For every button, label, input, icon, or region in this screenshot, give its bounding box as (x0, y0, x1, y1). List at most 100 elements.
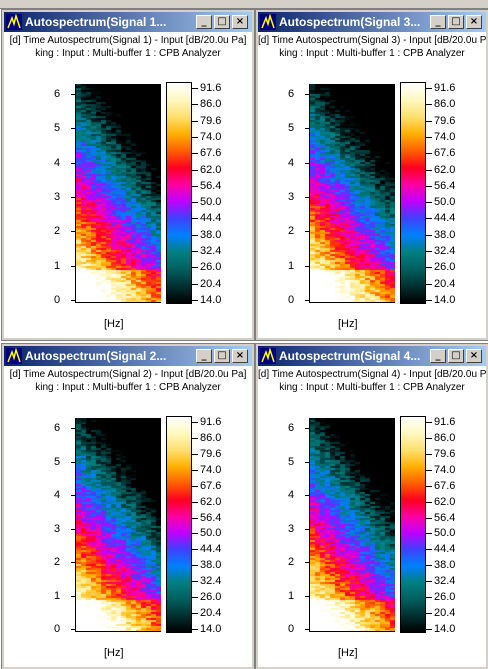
spectrum-window-4[interactable]: Autospectrum(Signal 4... _ □ × [d] Time Auto… (255, 343, 488, 669)
plot-area[interactable]: [d] Time Autospectrum(Signal 4) - Input … (258, 366, 486, 667)
y-tick (305, 629, 309, 630)
x-axis-line (309, 631, 395, 632)
window-controls: _ □ × (430, 15, 486, 29)
colorbar-label: 38.0 (434, 559, 456, 572)
plot-area[interactable]: [d] Time Autospectrum(Signal 2) - Input … (4, 366, 252, 667)
spectrogram-image[interactable] (76, 84, 161, 302)
y-tick-label: 3 (54, 522, 61, 535)
colorbar-tick (192, 153, 198, 155)
plot-area[interactable]: [d] Time Autospectrum(Signal 1) - Input … (4, 32, 252, 338)
close-button[interactable]: × (466, 15, 482, 29)
x-axis-unit-label: [Hz] (104, 647, 124, 659)
colorbar-label: 20.4 (200, 277, 222, 290)
colorbar-tick (192, 169, 198, 171)
window-controls: _ □ × (430, 349, 486, 363)
spectrum-window-2[interactable]: Autospectrum(Signal 3... _ □ × [d] Time Auto… (255, 9, 488, 341)
y-tick (71, 562, 75, 563)
maximize-button[interactable]: □ (214, 349, 230, 363)
window-titlebar[interactable]: Autospectrum(Signal 1... _ □ × (4, 12, 252, 32)
colorbar-label: 44.4 (434, 543, 456, 556)
plot-header-title: [d] Time Autospectrum(Signal 2) - Input … (9, 369, 247, 380)
close-button[interactable]: × (232, 349, 248, 363)
colorbar-tick (192, 104, 198, 106)
window-title: Autospectrum(Signal 3... (279, 15, 421, 29)
x-axis-line (309, 302, 395, 303)
colorbar-label: 91.6 (200, 82, 222, 94)
y-axis-line (75, 418, 76, 631)
colorbar-label: 86.0 (200, 431, 222, 444)
y-tick (71, 595, 75, 597)
colorbar-tick (426, 597, 432, 599)
spectrogram-image[interactable] (310, 418, 395, 631)
colorbar-label: 86.0 (434, 98, 456, 111)
colorbar-tick (426, 501, 432, 503)
spectrum-app-icon (6, 13, 22, 30)
colorbar-tick (192, 629, 198, 630)
maximize-button[interactable]: □ (448, 15, 464, 29)
colorbar-tick (192, 565, 198, 567)
maximize-button[interactable]: □ (448, 349, 464, 363)
colorbar-tick (192, 501, 198, 503)
y-tick-label: 1 (54, 589, 61, 602)
spectrogram-image[interactable] (310, 84, 395, 302)
close-button[interactable]: × (466, 349, 482, 363)
spectrum-app-icon (260, 13, 276, 30)
y-tick (71, 197, 75, 198)
y-tick (305, 495, 309, 496)
spectrum-app-icon (260, 347, 276, 364)
colorbar-tick (426, 88, 432, 89)
plot-header-source: king : Input : Multi-buffer 1 : CPB Anal… (279, 48, 465, 59)
colorbar-tick (192, 185, 198, 187)
plot-header-source: king : Input : Multi-buffer 1 : CPB Anal… (279, 382, 465, 393)
y-tick (71, 495, 75, 496)
y-tick (305, 265, 309, 267)
window-controls: _ □ × (196, 15, 252, 29)
colorbar-label: 14.0 (434, 623, 456, 635)
colorbar (400, 82, 426, 304)
minimize-button[interactable]: _ (196, 15, 212, 29)
colorbar-label: 32.4 (200, 575, 222, 588)
spectrogram-image[interactable] (76, 418, 161, 631)
spectrum-window-1[interactable]: Autospectrum(Signal 1... _ □ × [d] Time Auto… (1, 9, 255, 341)
colorbar-label: 44.4 (434, 212, 456, 225)
y-tick (305, 528, 309, 530)
colorbar-label: 91.6 (200, 416, 222, 428)
colorbar-label: 50.0 (434, 196, 456, 209)
colorbar-tick (426, 629, 432, 630)
plot-header-source: king : Input : Multi-buffer 1 : CPB Anal… (35, 382, 221, 393)
colorbar-tick (192, 267, 198, 269)
y-tick-label: 5 (54, 455, 61, 468)
y-axis-line (75, 84, 76, 302)
y-tick (71, 629, 75, 630)
y-tick (305, 128, 309, 130)
colorbar-label: 74.0 (434, 130, 456, 143)
window-title: Autospectrum(Signal 1... (25, 15, 167, 29)
colorbar-label: 26.0 (434, 591, 456, 604)
minimize-button[interactable]: _ (430, 349, 446, 363)
colorbar-label: 56.4 (434, 511, 456, 524)
colorbar-label: 67.6 (200, 147, 222, 160)
colorbar (166, 82, 192, 304)
colorbar-label: 79.6 (434, 447, 456, 460)
minimize-button[interactable]: _ (430, 15, 446, 29)
colorbar (400, 416, 426, 633)
colorbar-tick (426, 453, 432, 455)
window-titlebar[interactable]: Autospectrum(Signal 4... _ □ × (258, 346, 486, 366)
spectrum-app-icon (6, 347, 22, 364)
colorbar-tick (426, 613, 432, 615)
spectrum-window-3[interactable]: Autospectrum(Signal 2... _ □ × [d] Time Auto… (1, 343, 255, 669)
close-button[interactable]: × (232, 15, 248, 29)
y-tick (305, 428, 309, 429)
plot-area[interactable]: [d] Time Autospectrum(Signal 3) - Input … (258, 32, 486, 338)
window-titlebar[interactable]: Autospectrum(Signal 2... _ □ × (4, 346, 252, 366)
window-titlebar[interactable]: Autospectrum(Signal 3... _ □ × (258, 12, 486, 32)
minimize-button[interactable]: _ (196, 349, 212, 363)
x-axis-unit-label: [Hz] (104, 318, 124, 330)
colorbar-label: 20.4 (434, 607, 456, 620)
y-tick-label: 0 (288, 623, 295, 635)
y-axis-line (309, 84, 310, 302)
colorbar (166, 416, 192, 633)
y-tick (305, 461, 309, 463)
maximize-button[interactable]: □ (214, 15, 230, 29)
colorbar-tick (426, 251, 432, 253)
